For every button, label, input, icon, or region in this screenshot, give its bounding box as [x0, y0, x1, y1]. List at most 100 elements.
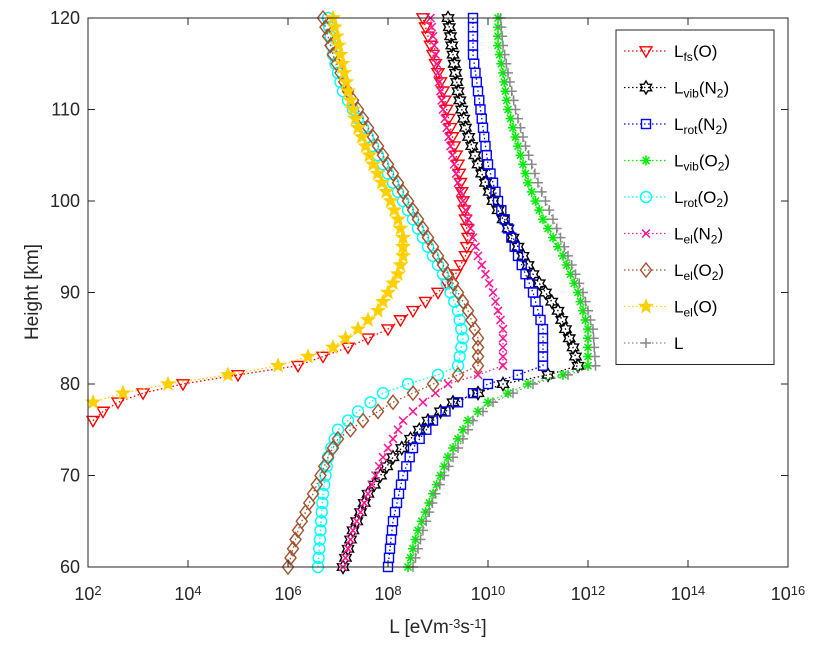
- data-point: [510, 104, 521, 115]
- data-point: [523, 177, 533, 188]
- data-point: [435, 86, 446, 96]
- data-point: [437, 95, 447, 105]
- data-point: [468, 415, 478, 426]
- data-point: [554, 311, 569, 328]
- data-point: [444, 37, 459, 54]
- data-point: [518, 159, 528, 170]
- data-point: [312, 551, 325, 565]
- data-point: [401, 192, 415, 210]
- data-point: [499, 49, 510, 60]
- data-point: [135, 388, 151, 401]
- data-point: [456, 110, 471, 127]
- data-point: [269, 357, 287, 373]
- legend-label: L: [674, 334, 683, 353]
- data-point: [583, 342, 593, 353]
- legend-item: Lel(O2): [624, 261, 724, 283]
- data-point: [411, 211, 425, 228]
- data-point: [540, 196, 551, 206]
- data-point: [430, 287, 446, 300]
- data-point: [434, 479, 445, 490]
- data-point: [566, 260, 577, 271]
- data-point: [440, 114, 450, 124]
- data-point: [515, 150, 526, 161]
- data-point: [501, 58, 512, 69]
- legend: Lfs(O) Lvib(N2) Lrot(N2) Lvib(O2) Lrot(O2) Le…: [615, 29, 775, 365]
- data-point: [486, 193, 500, 209]
- data-point: [444, 132, 454, 142]
- data-point: [534, 205, 545, 216]
- data-point: [281, 558, 295, 576]
- data-point: [588, 324, 598, 335]
- data-point: [528, 379, 538, 389]
- series-line: [287, 17, 479, 568]
- data-point: [371, 403, 385, 420]
- data-point: [533, 177, 543, 188]
- data-point: [363, 489, 373, 499]
- data-point: [498, 361, 508, 371]
- data-point: [421, 516, 432, 527]
- data-point: [421, 424, 432, 435]
- data-point: [393, 425, 403, 435]
- x-tick-label: 104: [174, 583, 201, 604]
- data-point: [447, 55, 462, 72]
- data-point: [413, 543, 423, 554]
- data-point: [458, 196, 468, 206]
- data-point: [443, 28, 458, 45]
- legend-label: Lel(N2): [674, 225, 723, 247]
- data-point: [449, 159, 459, 169]
- y-tick-label: 80: [60, 374, 80, 394]
- data-point: [315, 351, 331, 364]
- legend-marker: [641, 338, 651, 348]
- data-point: [384, 274, 402, 291]
- data-point: [432, 59, 442, 69]
- legend-marker: [641, 155, 651, 166]
- data-point: [440, 406, 451, 417]
- data-point: [392, 220, 409, 236]
- data-point: [526, 186, 537, 197]
- data-point: [442, 19, 457, 35]
- data-point: [563, 250, 573, 261]
- data-point: [471, 339, 485, 356]
- data-point: [408, 406, 418, 416]
- data-point: [326, 18, 343, 34]
- data-point: [386, 394, 400, 411]
- legend-label: Lel(O2): [674, 261, 724, 283]
- data-point: [398, 416, 408, 426]
- data-point: [451, 83, 465, 100]
- y-axis: 60 70 80 90 100 110 120: [50, 8, 788, 577]
- series-layer: [84, 9, 601, 576]
- data-point: [359, 498, 369, 508]
- data-point: [431, 368, 445, 382]
- data-point: [456, 332, 470, 345]
- data-point: [470, 242, 481, 252]
- data-point: [421, 412, 435, 429]
- data-point: [415, 534, 426, 545]
- legend-item: Lvib(O2): [624, 152, 730, 173]
- data-point: [583, 305, 593, 316]
- data-point: [585, 314, 596, 325]
- data-point: [456, 293, 470, 310]
- data-point: [299, 348, 317, 364]
- data-point: [428, 31, 438, 41]
- legend-item: Lel(N2): [624, 225, 723, 247]
- x-tick-label: 1010: [471, 583, 506, 604]
- data-point: [394, 247, 412, 263]
- data-point: [478, 406, 488, 417]
- data-point: [433, 68, 443, 78]
- data-point: [290, 360, 306, 374]
- data-point: [501, 95, 512, 106]
- data-point: [499, 77, 510, 88]
- data-point: [455, 322, 468, 336]
- data-point: [353, 504, 368, 520]
- data-point: [421, 229, 435, 246]
- data-point: [562, 330, 577, 347]
- x-tick-label: 108: [374, 583, 401, 604]
- data-point: [360, 333, 376, 346]
- series-line: [387, 18, 544, 568]
- legend-marker: [639, 190, 653, 204]
- data-point: [441, 266, 455, 283]
- data-point: [566, 339, 580, 356]
- data-point: [371, 137, 385, 155]
- data-point: [496, 58, 507, 69]
- data-point: [345, 535, 356, 545]
